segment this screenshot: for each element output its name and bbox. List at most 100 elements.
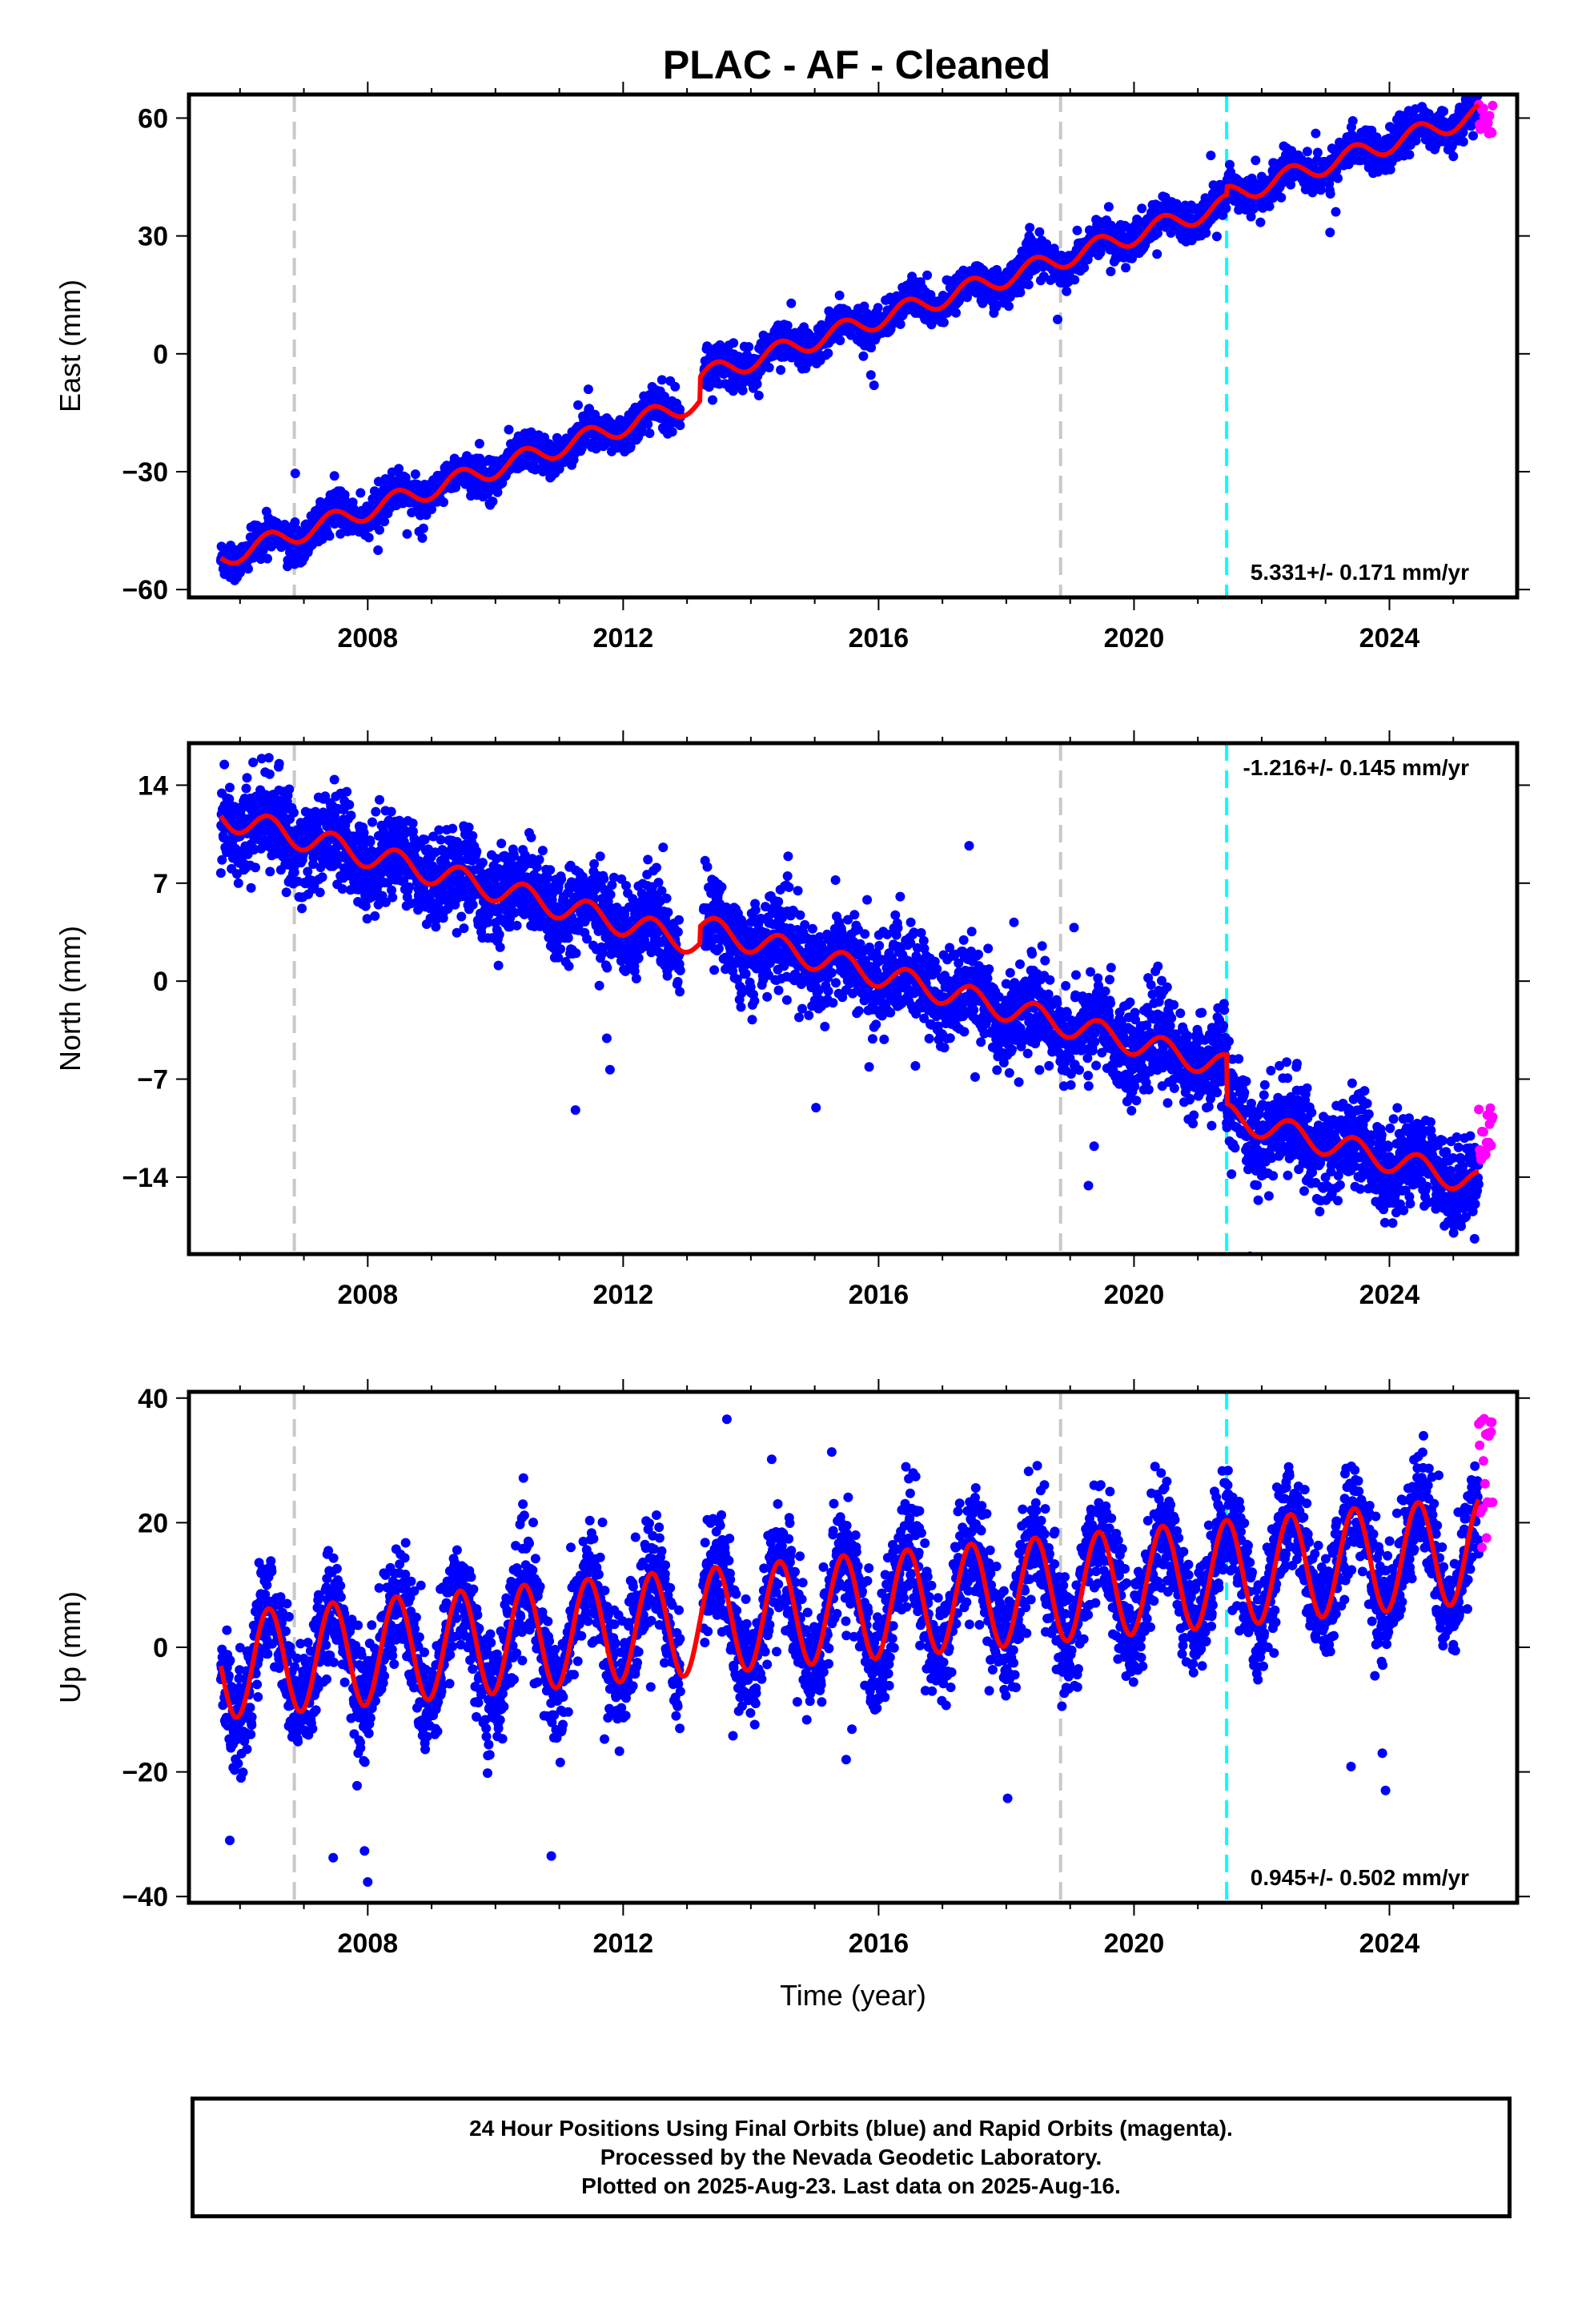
data-point <box>373 545 383 555</box>
data-point <box>242 773 252 783</box>
data-point <box>488 497 498 507</box>
data-point <box>1221 203 1231 214</box>
data-point <box>1458 137 1468 147</box>
data-point <box>1448 151 1459 162</box>
data-point <box>675 420 685 431</box>
data-point <box>1025 223 1035 233</box>
data-point <box>394 464 404 474</box>
data-point <box>402 529 412 539</box>
data-point <box>670 381 681 392</box>
data-point <box>324 531 335 541</box>
data-point <box>492 487 503 497</box>
data-point <box>375 794 384 805</box>
data-point <box>248 758 259 767</box>
data-point <box>1325 227 1335 238</box>
data-point <box>264 769 275 779</box>
data-point <box>643 419 653 429</box>
data-point <box>1331 207 1341 217</box>
data-point <box>644 428 655 438</box>
east-x-tick-label: 2012 <box>593 623 654 653</box>
data-point <box>675 404 685 415</box>
east-y-tick-label: 60 <box>138 103 168 134</box>
figure-title: PLAC - AF - Cleaned <box>663 42 1050 87</box>
data-point <box>1152 249 1162 259</box>
data-point <box>370 911 380 921</box>
data-point <box>281 887 291 898</box>
data-point <box>387 892 398 903</box>
data-point <box>355 488 366 498</box>
data-point <box>835 336 845 346</box>
east-x-tick-label: 2008 <box>338 623 399 653</box>
data-point <box>1201 227 1211 238</box>
data-point <box>1264 201 1275 211</box>
data-point <box>1333 173 1343 183</box>
data-point <box>233 878 243 888</box>
data-point <box>417 533 428 543</box>
data-point <box>236 805 246 815</box>
data-point <box>265 866 275 877</box>
data-point <box>1034 227 1045 237</box>
rapid-point <box>1484 111 1495 121</box>
data-point <box>329 471 339 481</box>
data-point <box>1347 116 1358 126</box>
data-point <box>386 806 396 817</box>
data-point <box>1103 202 1114 212</box>
data-point <box>274 758 284 769</box>
data-point <box>263 553 272 564</box>
data-point <box>1004 301 1014 312</box>
rapid-point <box>1488 100 1498 111</box>
data-point <box>873 303 883 313</box>
data-point <box>1404 150 1415 160</box>
data-point <box>1302 147 1312 157</box>
data-point <box>1106 267 1116 276</box>
data-point <box>1311 128 1321 139</box>
data-point <box>764 363 774 372</box>
data-point <box>636 427 647 437</box>
data-point <box>317 534 327 545</box>
data-point <box>1023 279 1034 290</box>
east-x-tick-label: 2024 <box>1359 623 1420 653</box>
data-point <box>1206 151 1216 161</box>
data-point <box>834 290 845 300</box>
data-point <box>297 903 307 914</box>
data-point <box>737 385 748 396</box>
data-point <box>289 867 299 878</box>
data-point <box>365 837 375 847</box>
data-point <box>344 799 355 810</box>
data-point <box>786 298 797 308</box>
data-point <box>290 468 300 479</box>
data-point <box>290 517 300 527</box>
east-plot-area <box>215 94 1498 597</box>
data-point <box>225 782 235 793</box>
data-point <box>1211 231 1222 242</box>
data-point <box>504 424 514 435</box>
data-point <box>1251 155 1261 166</box>
data-point <box>1276 192 1287 203</box>
east-rate-label: 5.331+/- 0.171 mm/yr <box>1251 560 1469 585</box>
data-point <box>379 517 390 527</box>
data-point <box>346 810 356 821</box>
rapid-point <box>1487 128 1497 138</box>
data-point <box>337 884 347 894</box>
data-point <box>1255 217 1266 227</box>
data-point <box>656 375 667 385</box>
data-point <box>263 753 274 763</box>
data-point <box>400 472 411 483</box>
data-point <box>215 868 226 879</box>
east-y-tick-label: −30 <box>122 457 168 488</box>
east-y-tick-label: −60 <box>122 575 168 605</box>
data-point <box>803 358 813 368</box>
data-point <box>782 320 793 331</box>
data-point <box>823 348 833 359</box>
data-point <box>243 564 253 574</box>
data-point <box>1070 275 1080 285</box>
data-point <box>375 525 384 535</box>
data-point <box>1121 263 1131 273</box>
data-point <box>246 883 256 893</box>
data-point <box>951 308 961 318</box>
data-point <box>363 533 374 543</box>
east-y-tick-label: 30 <box>138 222 168 252</box>
data-point <box>251 862 260 873</box>
